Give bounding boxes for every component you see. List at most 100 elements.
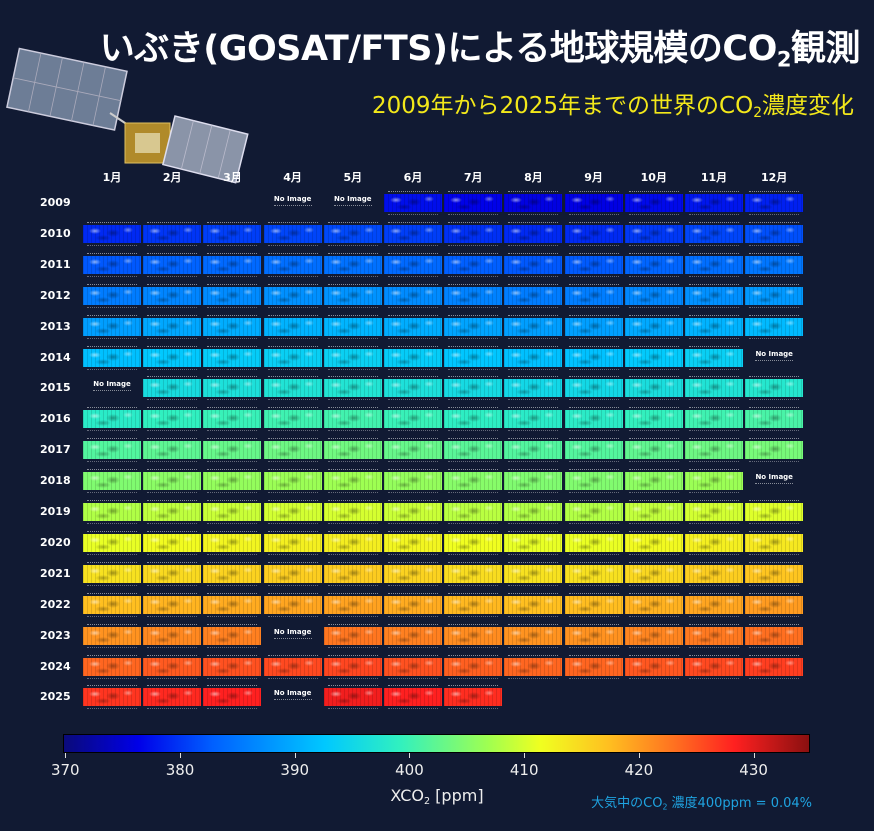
map-border-top (448, 561, 499, 566)
map-border-bottom (388, 243, 438, 246)
xco2-map-cell (203, 654, 262, 680)
map-border-bottom (508, 367, 559, 370)
map-border-top (147, 438, 198, 442)
map-border-top (327, 623, 378, 628)
map-border-bottom (87, 552, 137, 555)
land-texture (564, 194, 623, 212)
map-border-bottom (207, 583, 258, 586)
map-border-bottom (87, 336, 137, 339)
map-border-bottom (628, 305, 679, 308)
xco2-map-cell (323, 252, 382, 278)
map-border-top (568, 592, 619, 597)
map-border-top (327, 654, 378, 659)
xco2-map-cell (564, 221, 623, 247)
map-border-top (147, 500, 198, 504)
map-border-bottom (508, 645, 559, 648)
map-border-top (508, 283, 559, 288)
map-border-bottom (147, 243, 198, 246)
land-texture (83, 688, 141, 707)
map-border-top (207, 530, 258, 535)
xco2-map-cell (504, 252, 563, 278)
map-border-top (749, 221, 800, 226)
map-border-top (628, 314, 679, 319)
land-texture (444, 688, 503, 707)
colorbar-tick-label: 370 (50, 761, 80, 779)
map-border-bottom (207, 243, 258, 246)
map-border-top (448, 623, 499, 628)
map-border-bottom (508, 212, 559, 215)
land-texture (83, 657, 141, 676)
map-border-bottom (628, 614, 679, 617)
map-border-bottom (628, 274, 679, 277)
map-border-top (508, 438, 559, 442)
xco2-map-cell (685, 283, 743, 309)
map-border-bottom (448, 336, 499, 339)
map-border-bottom (327, 459, 378, 463)
year-label: 2020 (40, 535, 71, 549)
map-border-top (448, 469, 499, 473)
land-texture (685, 503, 743, 521)
map-border-bottom (448, 552, 499, 555)
xco2-map-cell (323, 592, 382, 618)
map-border-top (568, 469, 619, 473)
map-border-bottom (207, 367, 258, 370)
map-border-bottom (87, 706, 137, 710)
map-border-bottom (327, 305, 378, 308)
land-texture (203, 533, 262, 552)
map-border-bottom (87, 459, 137, 463)
land-texture (384, 317, 442, 336)
land-texture (504, 224, 563, 243)
map-border-top (628, 345, 679, 350)
xco2-map-cell (504, 437, 563, 463)
xco2-map-cell (203, 561, 262, 587)
map-border-bottom (749, 614, 800, 617)
land-texture (323, 410, 382, 429)
map-border-bottom (689, 428, 739, 432)
land-texture (564, 503, 623, 521)
map-border-top (568, 283, 619, 288)
xco2-map-cell (384, 406, 442, 432)
map-border-top (568, 314, 619, 319)
map-border-top (448, 438, 499, 442)
map-border-top (689, 500, 739, 504)
land-texture (384, 472, 442, 491)
xco2-map-cell (564, 530, 623, 556)
map-border-bottom (388, 274, 438, 277)
xco2-map-cell (444, 530, 503, 556)
land-texture (444, 595, 503, 614)
map-border-bottom (87, 645, 137, 648)
map-border-bottom (628, 583, 679, 586)
xco2-map-cell (203, 499, 262, 525)
map-border-bottom (628, 336, 679, 339)
map-border-bottom (568, 367, 619, 370)
xco2-map-cell (504, 530, 563, 556)
map-border-top (147, 407, 198, 411)
map-border-bottom (749, 552, 800, 555)
map-border-top (207, 407, 258, 411)
land-texture (624, 595, 683, 614)
map-border-bottom (87, 583, 137, 586)
map-border-bottom (749, 583, 800, 586)
land-texture (685, 564, 743, 583)
map-border-bottom (508, 274, 559, 277)
land-texture (143, 255, 202, 274)
land-texture (564, 286, 623, 305)
xco2-map-cell (83, 592, 141, 618)
map-border-bottom (388, 521, 438, 524)
month-label: 2月 (162, 171, 182, 184)
land-texture (564, 317, 623, 336)
map-border-top (508, 469, 559, 473)
xco2-map-cell (263, 406, 322, 432)
map-border-bottom (147, 583, 198, 586)
xco2-map-cell (685, 654, 743, 680)
land-texture (83, 626, 141, 645)
month-label: 11月 (700, 171, 728, 184)
map-border-top (87, 438, 137, 442)
map-border-top (267, 221, 318, 226)
land-texture (444, 410, 503, 429)
map-border-bottom (448, 305, 499, 308)
map-border-bottom (448, 645, 499, 648)
map-border-bottom (87, 490, 137, 494)
map-border-top (448, 283, 499, 288)
xco2-map-cell (143, 499, 202, 525)
